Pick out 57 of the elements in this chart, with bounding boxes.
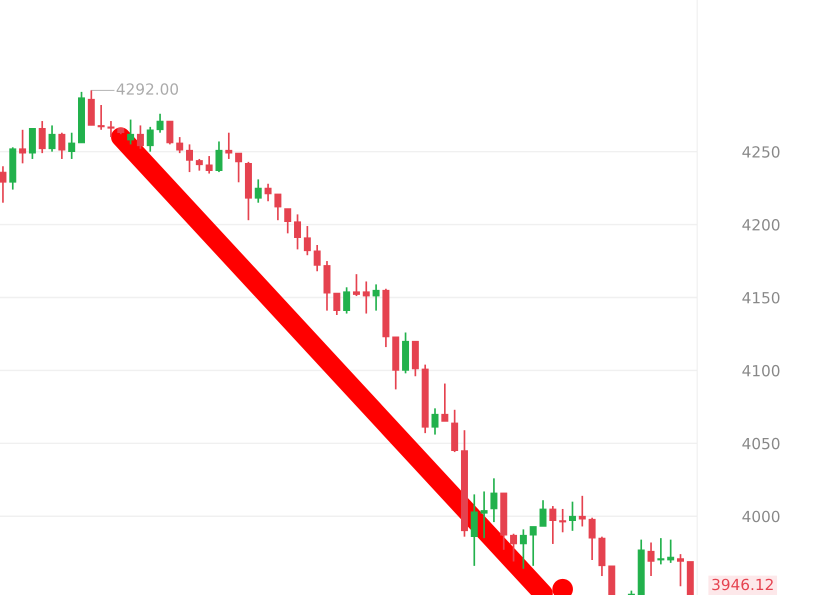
candlestick <box>68 132 76 160</box>
candlestick <box>294 214 302 250</box>
annotation: 4292.00 <box>116 83 178 95</box>
candlestick <box>58 132 66 160</box>
candlestick <box>0 165 6 204</box>
candlestick <box>568 500 576 532</box>
candlestick <box>304 225 311 256</box>
candlestick <box>48 124 56 152</box>
candlestick <box>314 244 321 272</box>
candlestick <box>520 528 527 570</box>
candlestick <box>156 112 164 134</box>
candlestick <box>254 178 262 204</box>
candlestick <box>667 538 674 564</box>
candlestick <box>225 132 232 160</box>
candlestick <box>136 124 144 150</box>
candlestick <box>530 526 537 567</box>
y-tick-label: 4200 <box>742 219 780 231</box>
text: 3946.12 <box>712 578 773 590</box>
candlestick <box>362 280 370 314</box>
candlestick <box>510 532 518 562</box>
candlestick <box>490 478 498 523</box>
candlestick <box>98 104 105 131</box>
candlestick <box>559 508 566 534</box>
candlestick <box>372 284 380 312</box>
candlestick <box>19 128 26 164</box>
candlestick <box>176 136 184 154</box>
y-tick-label: 4250 <box>742 146 780 158</box>
candlestick <box>432 408 438 436</box>
y-tick-label: 4050 <box>742 438 780 450</box>
candlestick <box>540 499 547 528</box>
candlestick <box>264 182 272 202</box>
candlestick <box>274 193 282 222</box>
candlestick <box>648 542 655 577</box>
candlestick <box>127 118 134 146</box>
candlestick <box>588 516 596 561</box>
candlestick <box>333 292 340 316</box>
candlestick <box>38 120 46 154</box>
candlestick <box>196 158 203 172</box>
candlestick <box>284 208 292 234</box>
candlestick <box>215 140 222 173</box>
y-tick-label: 4150 <box>742 292 780 304</box>
candlestick <box>657 537 664 566</box>
y-tick-label: 4000 <box>742 510 780 522</box>
candlestick <box>343 286 350 314</box>
candlestick <box>549 505 556 545</box>
candlestick <box>206 155 213 174</box>
y-tick-label: 4100 <box>742 364 780 376</box>
candlestick <box>186 144 194 173</box>
candlestick <box>441 382 448 422</box>
candlestick <box>235 152 242 184</box>
candlestick <box>578 495 586 528</box>
candlestick <box>107 120 114 138</box>
candlestick <box>166 120 174 146</box>
candlestick <box>146 126 154 152</box>
candlestick <box>677 553 684 588</box>
candlestick <box>352 273 360 297</box>
candlestick <box>480 490 488 539</box>
